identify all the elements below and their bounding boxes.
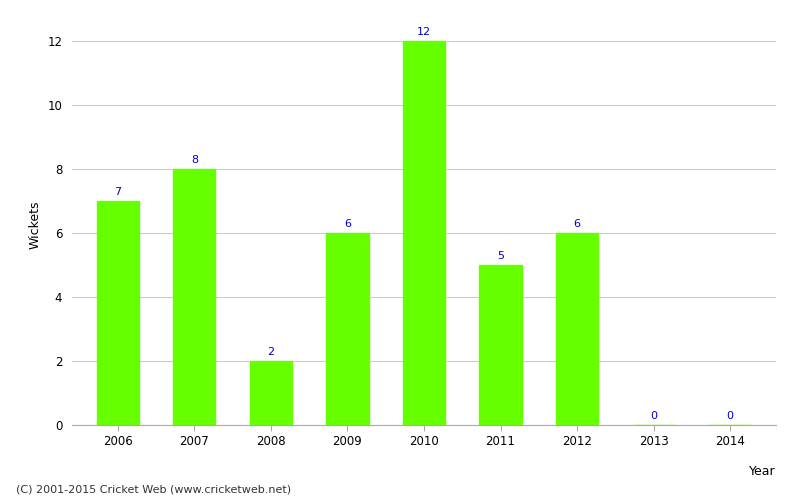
Bar (479, 265, 522, 425)
Bar (556, 233, 598, 425)
Text: 12: 12 (417, 27, 431, 37)
Text: 8: 8 (191, 155, 198, 165)
Text: 6: 6 (344, 219, 351, 229)
Text: 5: 5 (497, 251, 504, 261)
Y-axis label: Wickets: Wickets (29, 200, 42, 249)
Text: 0: 0 (726, 411, 734, 421)
Text: 0: 0 (650, 411, 657, 421)
Bar (403, 41, 445, 425)
Bar (326, 233, 369, 425)
Text: 7: 7 (114, 187, 122, 197)
Bar (250, 361, 292, 425)
Bar (174, 169, 215, 425)
Text: 2: 2 (267, 347, 274, 357)
Text: (C) 2001-2015 Cricket Web (www.cricketweb.net): (C) 2001-2015 Cricket Web (www.cricketwe… (16, 485, 291, 495)
Text: Year: Year (750, 465, 776, 478)
Bar (97, 201, 139, 425)
Text: 6: 6 (574, 219, 581, 229)
